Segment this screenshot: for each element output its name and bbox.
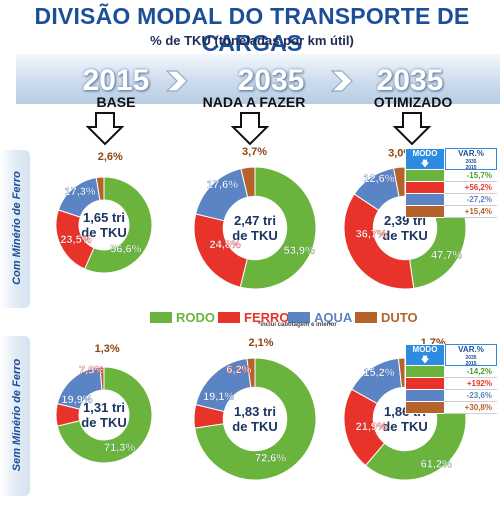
column-scenario-2: NADA A FAZER [202, 94, 306, 110]
donut-value-label-aqua: 17,3% [64, 186, 95, 198]
donut-value-label-duto: 1,3% [95, 343, 120, 355]
row-label-panel-1 [0, 150, 30, 308]
donut-hole [224, 388, 286, 450]
legend-item-rodo: RODO [150, 310, 215, 325]
donut-center-label: 1,31 tri [83, 400, 125, 415]
var-value-ferro: +192% [444, 378, 497, 390]
donut-value-label-aqua: 12,6% [363, 173, 394, 185]
donut-value-label-rodo: 61,2% [421, 459, 452, 471]
legend-swatch [218, 312, 240, 323]
donut-slice-duto [240, 166, 256, 198]
var-value-aqua: -23,6% [444, 390, 497, 402]
donut-hole [80, 201, 128, 249]
var-value-rodo: -14,2% [444, 366, 497, 378]
chevron-right-icon [165, 70, 188, 92]
donut-value-label-ferro: 24,8% [210, 239, 241, 251]
donut-value-label-aqua: 17,6% [207, 179, 238, 191]
donut-center-label: de TKU [81, 415, 127, 430]
page-subtitle: % de TKU (toneladas por km útil) [150, 33, 354, 48]
var-header-mode: MODO 🡇 [405, 148, 445, 170]
donut-center-label: de TKU [382, 228, 428, 243]
donut-slice-duto [99, 366, 105, 391]
column-year-3: 2035 [376, 64, 444, 97]
variation-table-2: MODO 🡇 VAR.% 2035 2015 -14,2% +192% -23,6% … [405, 344, 497, 414]
donut-slice-rodo [84, 176, 153, 274]
donut-slice-rodo [194, 357, 317, 481]
column-scenario-3: OTIMIZADO [373, 94, 453, 110]
donut-value-label-duto: 2,6% [98, 151, 123, 163]
donut-value-label-rodo: 71,3% [104, 442, 135, 454]
donut-value-label-rodo: 72,6% [255, 453, 286, 465]
donut-hole [224, 197, 286, 259]
row-label-2: Sem Minério de Ferro [11, 358, 23, 472]
legend-swatch [288, 312, 310, 323]
legend-item-ferro: FERRO [218, 310, 290, 325]
donut-slice-duto [95, 176, 105, 201]
arrow-down-icon [86, 112, 124, 146]
scenario-banner [16, 54, 500, 104]
donut-slice-rodo [239, 166, 317, 290]
donut-center-label: 1,65 tri [83, 210, 125, 225]
donut-slice-ferro [343, 193, 415, 290]
donut-value-label-ferro: 23,5% [60, 234, 91, 246]
column-year-2: 2035 [237, 64, 305, 97]
donut-value-label-ferro: 36,7% [356, 229, 387, 241]
legend-swatch [355, 312, 377, 323]
row-label-panel-2 [0, 336, 30, 496]
legend-item-aqua: AQUA [288, 310, 352, 325]
legend-footnote: *inclui cabotagem e interior [258, 322, 337, 328]
donut-value-label-aqua: 19,1% [203, 391, 234, 403]
donut-center-label: 1,83 tri [234, 404, 276, 419]
arrow-down-icon [231, 112, 269, 146]
donut-value-label-aqua: 15,2% [363, 367, 394, 379]
donut-value-label-duto: 3,7% [242, 146, 267, 158]
var-value-aqua: -27,2% [444, 194, 497, 206]
donut-value-label-ferro: 7,5% [79, 364, 104, 376]
donut-center-label: de TKU [232, 228, 278, 243]
donut-value-label-rodo: 53,9% [284, 245, 315, 257]
donut-center-label: de TKU [81, 225, 127, 240]
arrow-down-icon [393, 112, 431, 146]
donut-hole [80, 391, 128, 439]
donut-center-label: de TKU [382, 419, 428, 434]
legend-label: FERRO [244, 310, 290, 325]
column-year-1: 2015 [82, 64, 150, 97]
legend-label: DUTO [381, 310, 418, 325]
row-label-1: Com Minério de Ferro [11, 171, 23, 285]
legend-swatch [150, 312, 172, 323]
donut-slice-rodo [56, 366, 153, 464]
donut-value-label-duto: 2,1% [249, 337, 274, 349]
page-title: DIVISÃO MODAL DO TRANSPORTE DE CARGAS [34, 3, 470, 56]
donut-value-label-aqua: 19,9% [61, 394, 92, 406]
column-scenario-1: BASE [96, 94, 136, 110]
donut-value-label-ferro: 21,9% [356, 421, 387, 433]
var-header-var: VAR.% 2035 2015 [445, 148, 497, 171]
var-value-ferro: +56,2% [444, 182, 497, 194]
legend-item-duto: DUTO [355, 310, 418, 325]
variation-table-1: MODO 🡇 VAR.% 2035 2015 -15,7% +56,2% -27,2%… [405, 148, 497, 218]
donut-value-label-ferro: 6,2% [226, 364, 251, 376]
donut-slice-duto [246, 357, 256, 389]
var-value-duto: +30,8% [444, 402, 497, 414]
var-header-var: VAR.% 2035 2015 [445, 344, 497, 367]
donut-value-label-rodo: 47,7% [431, 250, 462, 262]
var-value-duto: +15,4% [444, 206, 497, 218]
legend-label: RODO [176, 310, 215, 325]
chevron-right-icon [330, 70, 353, 92]
donut-center-label: de TKU [232, 419, 278, 434]
donut-center-label: 2,47 tri [234, 213, 276, 228]
donut-value-label-rodo: 56,6% [110, 243, 141, 255]
legend-label: AQUA [314, 310, 353, 325]
var-header-mode: MODO 🡇 [405, 344, 445, 366]
var-value-rodo: -15,7% [444, 170, 497, 182]
